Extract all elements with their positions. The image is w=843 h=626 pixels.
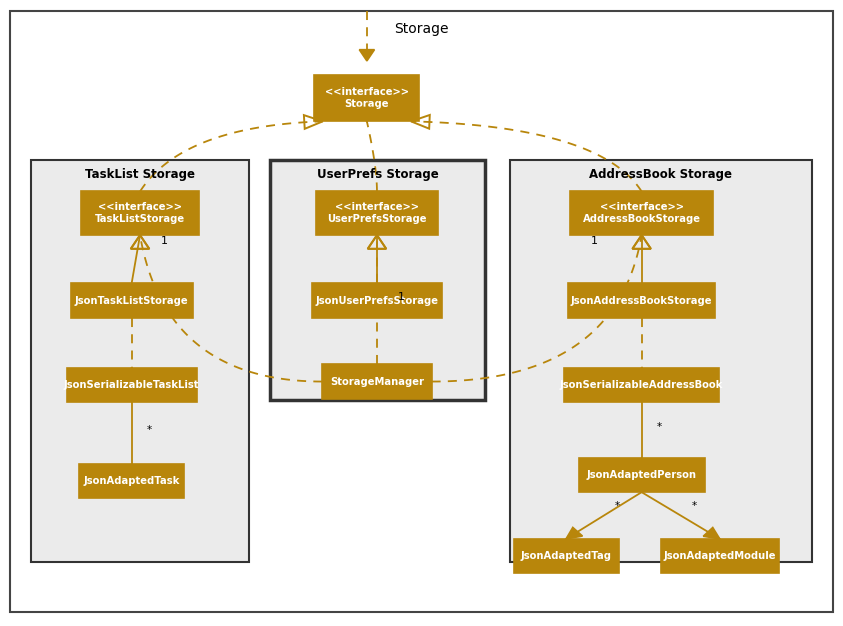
FancyBboxPatch shape [570,192,713,235]
Polygon shape [634,367,649,379]
Text: <<interface>>
Storage: <<interface>> Storage [325,87,409,109]
FancyBboxPatch shape [316,192,438,235]
FancyBboxPatch shape [67,367,196,402]
FancyBboxPatch shape [510,160,812,562]
Text: StorageManager: StorageManager [330,377,424,386]
Text: JsonUserPrefsStorage: JsonUserPrefsStorage [315,295,438,305]
Text: JsonAdaptedModule: JsonAdaptedModule [663,551,776,561]
Polygon shape [124,464,139,475]
Text: <<interface>>
UserPrefsStorage: <<interface>> UserPrefsStorage [327,202,427,224]
Text: Storage: Storage [395,23,448,36]
Text: *: * [691,501,696,511]
Text: JsonAdaptedTag: JsonAdaptedTag [520,551,611,561]
Polygon shape [359,49,374,61]
FancyBboxPatch shape [81,192,199,235]
FancyBboxPatch shape [578,458,705,492]
Text: *: * [147,425,152,435]
Text: UserPrefs Storage: UserPrefs Storage [316,168,438,180]
FancyBboxPatch shape [271,160,485,400]
FancyBboxPatch shape [568,284,715,317]
Text: *: * [615,501,620,511]
Text: <<interface>>
TaskListStorage: <<interface>> TaskListStorage [95,202,185,224]
FancyBboxPatch shape [31,160,250,562]
Text: JsonSerializableTaskList: JsonSerializableTaskList [64,380,200,389]
FancyBboxPatch shape [10,11,833,612]
FancyBboxPatch shape [513,539,619,573]
Text: JsonAdaptedTask: JsonAdaptedTask [83,476,180,486]
FancyBboxPatch shape [312,284,442,317]
Polygon shape [124,367,139,379]
Text: AddressBook Storage: AddressBook Storage [589,168,733,180]
Polygon shape [634,458,649,469]
Text: JsonAdaptedPerson: JsonAdaptedPerson [587,470,696,480]
FancyBboxPatch shape [564,367,719,402]
Polygon shape [566,528,583,539]
Text: 1: 1 [161,237,168,247]
FancyBboxPatch shape [322,364,432,399]
Text: JsonAddressBookStorage: JsonAddressBookStorage [571,295,712,305]
Text: <<interface>>
AddressBookStorage: <<interface>> AddressBookStorage [583,202,701,224]
FancyBboxPatch shape [79,464,184,498]
Text: 1: 1 [591,237,599,247]
Polygon shape [703,528,720,539]
FancyBboxPatch shape [661,539,779,573]
Text: 1: 1 [398,292,405,302]
Text: TaskList Storage: TaskList Storage [85,168,195,180]
Text: JsonSerializableAddressBook: JsonSerializableAddressBook [560,380,723,389]
FancyBboxPatch shape [314,74,420,121]
FancyBboxPatch shape [71,284,192,317]
Text: *: * [657,422,662,432]
Text: JsonTaskListStorage: JsonTaskListStorage [75,295,189,305]
